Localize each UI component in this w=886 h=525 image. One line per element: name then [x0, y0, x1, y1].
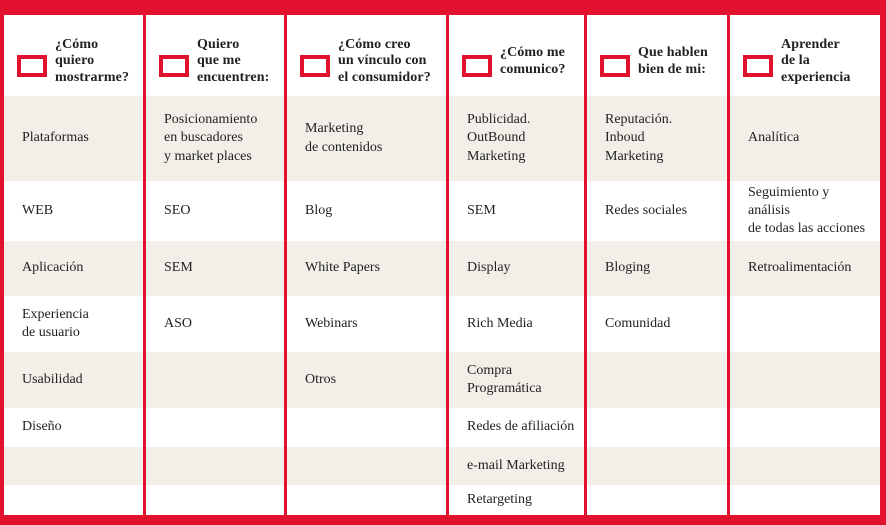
table-cell: Retargeting — [449, 485, 584, 515]
column-vinculo-con-el-consumidor: ¿Cómo creo un vínculo con el consumidor?… — [287, 15, 449, 515]
column-header-label: ¿Cómo quiero mostrarme? — [55, 37, 130, 85]
table-cell — [287, 408, 446, 447]
column-header-label: Que hablen bien de mi: — [638, 45, 708, 77]
column-quiero-que-me-encuentren: Quiero que me encuentren: Posicionamient… — [146, 15, 287, 515]
table-cell — [4, 485, 143, 515]
table-cell: Retroalimentación — [730, 241, 880, 296]
table-cell — [730, 296, 880, 352]
top-red-bar — [0, 0, 886, 15]
table-cell — [146, 408, 284, 447]
column-header: ¿Cómo creo un vínculo con el consumidor? — [287, 15, 446, 96]
table-cell: ASO — [146, 296, 284, 352]
table-cell: Webinars — [287, 296, 446, 352]
checkbox-icon — [600, 54, 630, 77]
table-cell — [730, 408, 880, 447]
bottom-red-bar — [0, 515, 886, 525]
column-que-hablen-bien-de-mi: Que hablen bien de mi: Reputación. Inbou… — [587, 15, 730, 515]
column-aprender-de-la-experiencia: Aprender de la experiencia Analítica Seg… — [730, 15, 886, 515]
table-cell — [587, 352, 727, 408]
table-cell: Blog — [287, 181, 446, 241]
table-cell: Otros — [287, 352, 446, 408]
table-cell — [587, 485, 727, 515]
table-cell: Publicidad. OutBound Marketing — [449, 96, 584, 181]
table-cell: WEB — [4, 181, 143, 241]
table-cell: Compra Programática — [449, 352, 584, 408]
table-cell: SEO — [146, 181, 284, 241]
column-header: Que hablen bien de mi: — [587, 15, 727, 96]
table-cell: Diseño — [4, 408, 143, 447]
table-cell: SEM — [449, 181, 584, 241]
checkbox-icon — [17, 54, 47, 77]
table-cell — [730, 352, 880, 408]
table-cell: Redes sociales — [587, 181, 727, 241]
table-cell — [146, 485, 284, 515]
table-cell — [4, 447, 143, 485]
column-header-label: Aprender de la experiencia — [781, 37, 851, 85]
table-cell — [146, 352, 284, 408]
table-cell: White Papers — [287, 241, 446, 296]
table-cell — [287, 485, 446, 515]
table-cell — [730, 447, 880, 485]
column-header-label: Quiero que me encuentren: — [197, 37, 270, 85]
column-header: Quiero que me encuentren: — [146, 15, 284, 96]
table-cell: Plataformas — [4, 96, 143, 181]
table-cell: SEM — [146, 241, 284, 296]
table-cell: Reputación. Inboud Marketing — [587, 96, 727, 181]
column-header: Aprender de la experiencia — [730, 15, 880, 96]
table-cell — [587, 447, 727, 485]
column-como-quiero-mostrarme: ¿Cómo quiero mostrarme? Plataformas WEB … — [4, 15, 146, 515]
table-cell: Rich Media — [449, 296, 584, 352]
matrix-table: ¿Cómo quiero mostrarme? Plataformas WEB … — [0, 15, 886, 515]
table-cell: Seguimiento y análisis de todas las acci… — [730, 181, 880, 241]
table-cell: e-mail Marketing — [449, 447, 584, 485]
column-header-label: ¿Cómo creo un vínculo con el consumidor? — [338, 37, 431, 85]
column-header-label: ¿Cómo me comunico? — [500, 45, 566, 77]
table-cell: Posicionamiento en buscadores y market p… — [146, 96, 284, 181]
checkbox-icon — [300, 54, 330, 77]
table-cell: Bloging — [587, 241, 727, 296]
table-cell — [146, 447, 284, 485]
checkbox-icon — [159, 54, 189, 77]
checkbox-icon — [462, 54, 492, 77]
table-cell: Usabilidad — [4, 352, 143, 408]
column-header: ¿Cómo me comunico? — [449, 15, 584, 96]
column-header: ¿Cómo quiero mostrarme? — [4, 15, 143, 96]
table-cell: Marketing de contenidos — [287, 96, 446, 181]
table-cell: Aplicación — [4, 241, 143, 296]
table-cell: Comunidad — [587, 296, 727, 352]
table-cell: Redes de afiliación — [449, 408, 584, 447]
table-cell — [287, 447, 446, 485]
table-cell — [730, 485, 880, 515]
table-cell: Analítica — [730, 96, 880, 181]
column-como-me-comunico: ¿Cómo me comunico? Publicidad. OutBound … — [449, 15, 587, 515]
table-cell: Display — [449, 241, 584, 296]
table-cell — [587, 408, 727, 447]
checkbox-icon — [743, 54, 773, 77]
table-cell: Experiencia de usuario — [4, 296, 143, 352]
